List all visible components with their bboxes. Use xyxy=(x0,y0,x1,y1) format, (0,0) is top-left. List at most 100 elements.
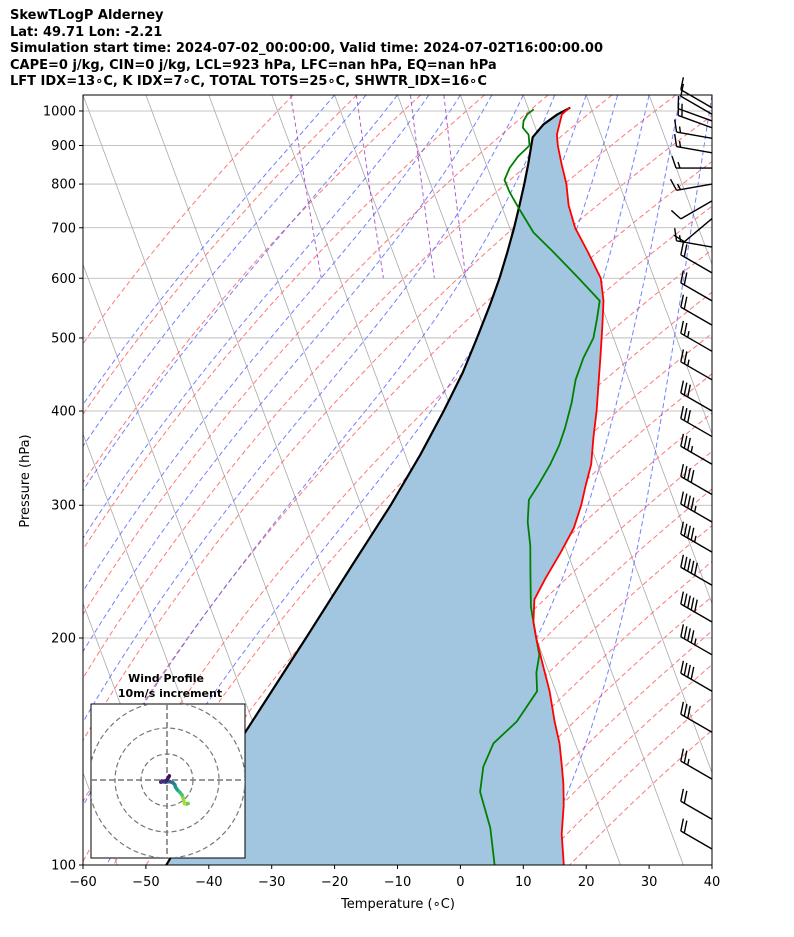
wind-barb-flag xyxy=(683,465,688,479)
moist-adiabat-line xyxy=(83,95,398,492)
wind-barb-flag xyxy=(683,593,688,607)
dry-adiabat-line xyxy=(83,95,549,616)
wind-barb-flag xyxy=(680,624,685,637)
x-axis-label: Temperature (∘C) xyxy=(340,897,455,912)
y-axis-label: Pressure (hPa) xyxy=(18,434,33,527)
wind-barb-flag xyxy=(683,626,688,639)
wind-barb-staff xyxy=(683,218,713,243)
wind-barb-staff xyxy=(680,475,713,496)
moist-adiabat-line xyxy=(83,95,367,447)
mixing-ratio-line xyxy=(290,95,322,279)
wind-barb-staff xyxy=(680,89,713,109)
wind-barb-flag xyxy=(683,662,688,676)
wind-barb-half-flag xyxy=(693,535,697,543)
wind-barb-flag xyxy=(680,660,685,674)
wind-barb xyxy=(680,433,713,465)
wind-barb-flag xyxy=(683,244,688,257)
wind-barb-staff xyxy=(676,145,713,154)
moist-adiabat-line xyxy=(83,95,524,723)
wind-barb-staff xyxy=(680,306,713,326)
wind-barb-flag xyxy=(680,320,685,334)
wind-barb-flag xyxy=(680,818,685,832)
wind-barb-flag xyxy=(680,349,685,362)
wind-barb-flag xyxy=(687,705,691,719)
wind-barb-flag xyxy=(680,463,685,477)
index-params: LFT IDX=13∘C, K IDX=7∘C, TOTAL TOTS=25∘C… xyxy=(10,74,487,89)
wind-barb-flag xyxy=(693,599,698,613)
wind-barb-flag xyxy=(690,597,695,611)
wind-barb-staff xyxy=(676,240,713,248)
wind-barb-staff xyxy=(680,503,713,523)
x-tick-label: −10 xyxy=(384,875,411,890)
wind-barb-flag xyxy=(680,242,685,255)
wind-barb-flag xyxy=(690,469,695,483)
wind-barb-staff xyxy=(680,672,713,692)
wind-barb-flag xyxy=(683,322,688,336)
wind-barb-staff xyxy=(680,332,713,352)
station-title: SkewTLogP Alderney xyxy=(10,8,164,23)
wind-barb-half-flag xyxy=(678,126,682,133)
y-tick-label: 500 xyxy=(51,331,76,346)
y-tick-label: 600 xyxy=(51,272,76,287)
wind-barb xyxy=(680,320,713,352)
wind-barb-flag xyxy=(687,628,691,641)
wind-barb-flag xyxy=(683,408,688,421)
wind-barb-staff xyxy=(677,114,713,129)
y-tick-label: 800 xyxy=(51,178,76,193)
wind-barb xyxy=(680,554,713,586)
wind-barb-half-flag xyxy=(678,140,682,148)
dry-adiabat-line xyxy=(308,450,712,865)
wind-barb-flag xyxy=(680,270,685,283)
wind-barb-flag xyxy=(680,788,685,802)
wind-barb-flag xyxy=(680,491,685,505)
hodograph-trace-segment xyxy=(167,774,172,779)
dry-adiabat-line xyxy=(83,95,422,484)
x-tick-label: 40 xyxy=(704,875,721,890)
wind-barb-flag xyxy=(680,433,685,447)
hodograph-title: Wind Profile xyxy=(128,672,204,685)
isotherm-line xyxy=(460,95,712,774)
wind-barb-flag xyxy=(687,558,691,572)
parcel-profile-line xyxy=(165,106,571,865)
wind-barb-flag xyxy=(690,666,695,680)
wind-barb-flag xyxy=(683,523,688,537)
isotherm-line xyxy=(585,95,712,436)
wind-barb xyxy=(673,119,713,139)
wind-barb xyxy=(680,748,713,780)
x-tick-label: −60 xyxy=(69,875,96,890)
isotherm-line xyxy=(648,95,712,266)
x-tick-label: −50 xyxy=(132,875,159,890)
temperature-line xyxy=(532,107,605,865)
mixing-ratio-line xyxy=(355,95,384,279)
wind-barb-flag xyxy=(683,296,688,310)
wind-barb-flag xyxy=(680,294,685,308)
wind-barb-flag xyxy=(673,119,678,133)
cin-shaded-area xyxy=(166,107,604,865)
wind-barb-flag xyxy=(680,406,685,419)
dry-adiabat-line xyxy=(83,95,677,742)
wind-barbs xyxy=(669,77,713,850)
wind-barb-flag xyxy=(683,820,688,834)
wind-barb-flag xyxy=(683,493,688,507)
x-tick-label: −20 xyxy=(321,875,348,890)
wind-barb-flag xyxy=(687,384,691,398)
wind-barb-flag xyxy=(687,595,691,609)
sounding-profiles xyxy=(165,106,605,865)
wind-barb-staff xyxy=(676,131,713,139)
wind-barb-flag xyxy=(683,790,688,804)
wind-barb-flag xyxy=(690,630,695,643)
y-axis-ticks: 1000 900 800 700 600 500 400 300 200 100 xyxy=(43,104,83,874)
wind-barb-flag xyxy=(680,77,685,90)
y-tick-label: 200 xyxy=(51,632,76,647)
wind-barb-half-flag xyxy=(687,758,690,766)
wind-barb-staff xyxy=(680,713,713,733)
wind-barb xyxy=(680,591,713,623)
wind-barb xyxy=(680,660,713,692)
wind-barb-staff xyxy=(680,254,713,274)
hodograph-subtitle: 10m/s increment xyxy=(118,687,222,700)
stability-params: CAPE=0 j/kg, CIN=0 j/kg, LCL=923 hPa, LF… xyxy=(10,57,497,73)
moist-adiabat-line xyxy=(533,95,712,865)
moist-adiabat-line xyxy=(83,95,430,540)
dewpoint-line xyxy=(479,108,601,865)
